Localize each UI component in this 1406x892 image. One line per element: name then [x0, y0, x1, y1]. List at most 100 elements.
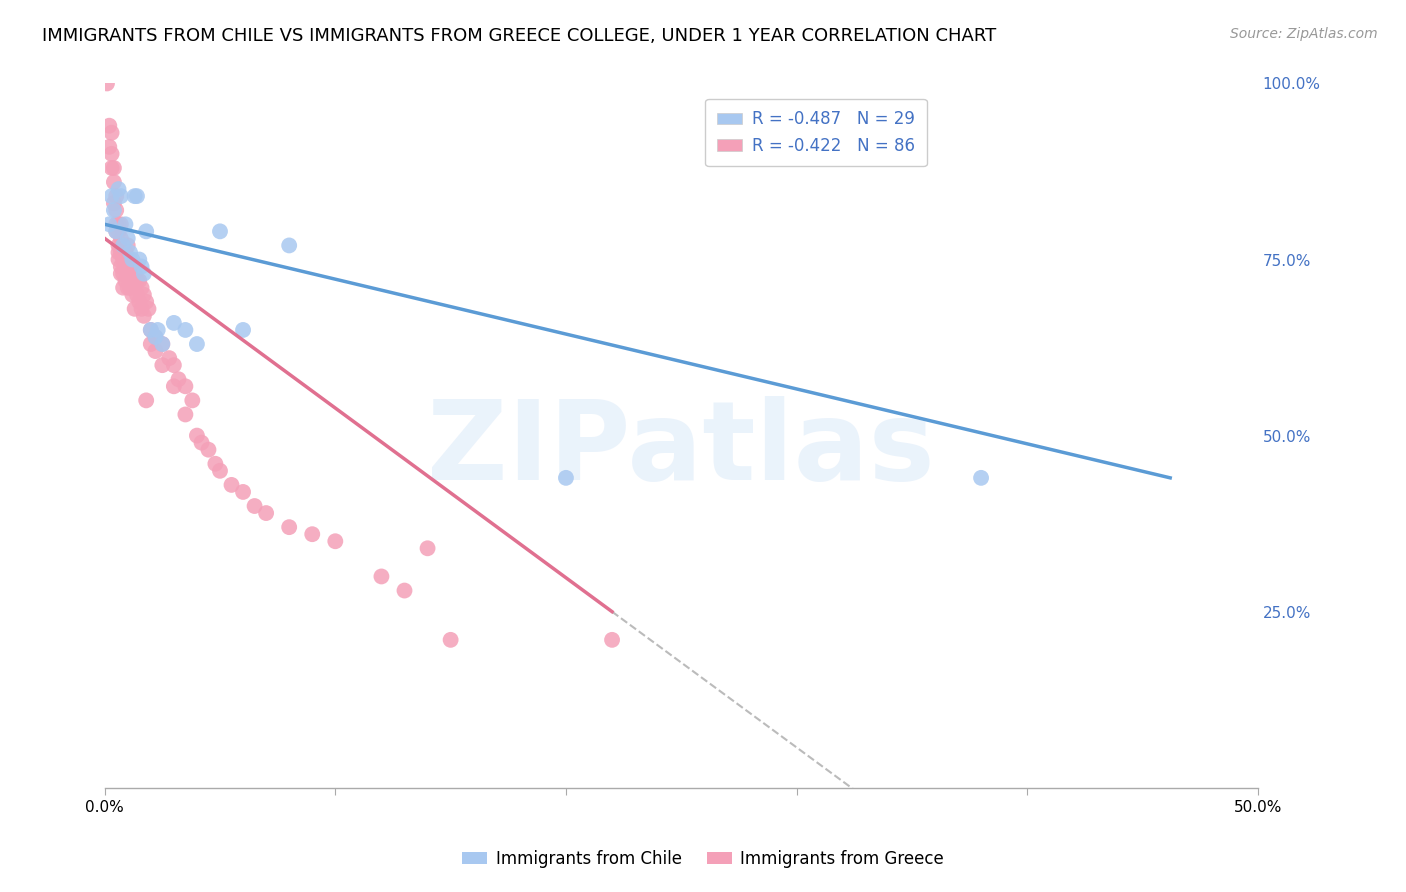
Point: [107, 252, 129, 267]
Point: [243, 499, 266, 513]
Point: [100, 161, 122, 175]
Point: [112, 252, 135, 267]
Point: [131, 281, 153, 295]
Point: [105, 217, 128, 231]
Point: [114, 217, 136, 231]
Point: [186, 428, 208, 442]
Point: [105, 189, 128, 203]
Point: [138, 301, 160, 316]
Point: [132, 267, 155, 281]
Point: [135, 224, 157, 238]
Point: [232, 485, 254, 500]
Point: [157, 351, 180, 365]
Point: [117, 231, 139, 245]
Point: [186, 337, 208, 351]
Text: ZIPatlas: ZIPatlas: [427, 396, 935, 503]
Point: [132, 309, 155, 323]
Point: [124, 301, 146, 316]
Point: [110, 245, 132, 260]
Point: [128, 274, 150, 288]
Point: [139, 323, 162, 337]
Point: [118, 267, 141, 281]
Point: [103, 203, 125, 218]
Point: [107, 224, 129, 238]
Point: [416, 541, 439, 556]
Point: [117, 267, 139, 281]
Point: [103, 175, 125, 189]
Point: [96, 77, 118, 91]
Point: [254, 506, 277, 520]
Point: [221, 478, 243, 492]
Point: [110, 231, 132, 245]
Point: [323, 534, 346, 549]
Point: [103, 196, 125, 211]
Point: [174, 379, 197, 393]
Point: [555, 471, 578, 485]
Point: [232, 323, 254, 337]
Point: [145, 330, 167, 344]
Point: [98, 119, 121, 133]
Point: [370, 569, 392, 583]
Point: [124, 189, 146, 203]
Text: Source: ZipAtlas.com: Source: ZipAtlas.com: [1230, 27, 1378, 41]
Point: [278, 238, 301, 252]
Point: [118, 245, 141, 260]
Point: [98, 217, 121, 231]
Point: [124, 281, 146, 295]
Point: [278, 520, 301, 534]
Point: [114, 260, 136, 274]
Legend: R = -0.487   N = 29, R = -0.422   N = 86: R = -0.487 N = 29, R = -0.422 N = 86: [706, 99, 927, 167]
Point: [114, 274, 136, 288]
Point: [117, 281, 139, 295]
Point: [139, 323, 162, 337]
Point: [107, 217, 129, 231]
Point: [110, 189, 132, 203]
Point: [103, 161, 125, 175]
Point: [121, 274, 143, 288]
Point: [110, 260, 132, 274]
Point: [100, 189, 122, 203]
Point: [107, 245, 129, 260]
Point: [197, 442, 219, 457]
Point: [131, 301, 153, 316]
Point: [150, 358, 173, 372]
Point: [124, 267, 146, 281]
Point: [208, 224, 231, 238]
Point: [100, 147, 122, 161]
Point: [121, 260, 143, 274]
Point: [117, 252, 139, 267]
Text: IMMIGRANTS FROM CHILE VS IMMIGRANTS FROM GREECE COLLEGE, UNDER 1 YEAR CORRELATIO: IMMIGRANTS FROM CHILE VS IMMIGRANTS FROM…: [42, 27, 997, 45]
Point: [181, 393, 204, 408]
Point: [118, 281, 141, 295]
Point: [139, 337, 162, 351]
Point: [145, 330, 167, 344]
Point: [105, 224, 128, 238]
Point: [107, 182, 129, 196]
Point: [117, 238, 139, 252]
Point: [112, 238, 135, 252]
Point: [114, 245, 136, 260]
Point: [174, 323, 197, 337]
Point: [98, 140, 121, 154]
Point: [135, 393, 157, 408]
Point: [208, 464, 231, 478]
Point: [112, 238, 135, 252]
Point: [110, 267, 132, 281]
Point: [128, 294, 150, 309]
Point: [190, 435, 212, 450]
Point: [394, 583, 416, 598]
Point: [125, 274, 148, 288]
Point: [204, 457, 226, 471]
Point: [440, 632, 463, 647]
Point: [105, 203, 128, 218]
Point: [135, 294, 157, 309]
Point: [112, 267, 135, 281]
Point: [167, 372, 190, 386]
Point: [132, 287, 155, 301]
Point: [150, 337, 173, 351]
Point: [174, 408, 197, 422]
Point: [146, 323, 169, 337]
Point: [600, 632, 623, 647]
Point: [301, 527, 323, 541]
Point: [163, 379, 186, 393]
